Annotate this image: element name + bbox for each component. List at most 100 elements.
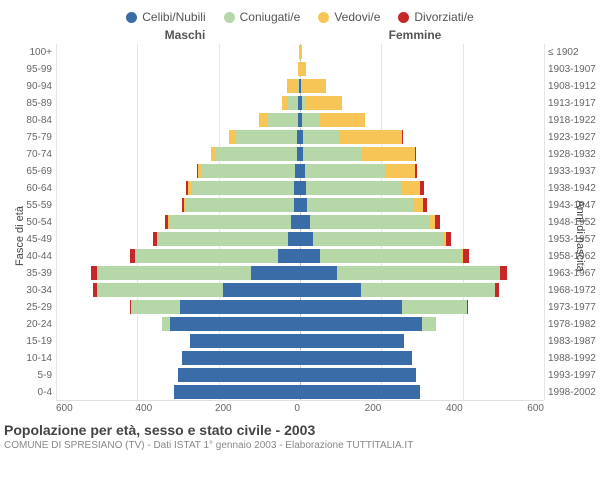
age-label: 35-39: [4, 265, 56, 282]
bar-segment: [415, 164, 417, 178]
bar-segment: [131, 300, 180, 314]
x-tick: 200: [365, 403, 382, 414]
bar-segment: [361, 283, 495, 297]
column-headers: Maschi Femmine: [0, 28, 600, 44]
bar-segment: [300, 334, 404, 348]
table-row: [56, 298, 544, 315]
age-label: 10-14: [4, 350, 56, 367]
bar-segment: [135, 249, 277, 263]
bar-segment: [97, 266, 252, 280]
bar-segment: [191, 181, 295, 195]
age-label: 5-9: [4, 367, 56, 384]
bar-segment: [202, 164, 296, 178]
bar-segment: [169, 215, 291, 229]
bar-segment: [229, 130, 236, 144]
table-row: [56, 383, 544, 400]
bar-segment: [435, 215, 440, 229]
age-label: 95-99: [4, 61, 56, 78]
table-row: [56, 180, 544, 197]
x-tick: 200: [215, 403, 232, 414]
table-row: [56, 44, 544, 61]
bar-segment: [251, 266, 300, 280]
bar-segment: [97, 283, 223, 297]
x-axis: 6004002000 200400600: [0, 401, 600, 414]
bar-segment: [319, 113, 366, 127]
age-label: 80-84: [4, 112, 56, 129]
age-label: 25-29: [4, 299, 56, 316]
table-row: [56, 315, 544, 332]
age-label: 70-74: [4, 146, 56, 163]
bar-segment: [362, 147, 415, 161]
y-axis-title-right: Anni di nascita: [574, 200, 586, 272]
birth-label: 1978-1982: [544, 316, 596, 333]
bar-segment: [259, 113, 267, 127]
age-label: 55-59: [4, 197, 56, 214]
table-row: [56, 349, 544, 366]
birth-label: ≤ 1902: [544, 44, 596, 61]
birth-label: 1918-1922: [544, 112, 596, 129]
bar-segment: [422, 317, 436, 331]
bar-segment: [300, 385, 420, 399]
chart-area: 100+95-9990-9485-8980-8475-7970-7465-696…: [0, 44, 600, 401]
table-row: [56, 129, 544, 146]
birth-label: 1928-1932: [544, 146, 596, 163]
bar-segment: [303, 130, 340, 144]
legend-label: Celibi/Nubili: [142, 10, 205, 24]
bar-segment: [446, 232, 452, 246]
bar-segment: [287, 79, 297, 93]
bar-segment: [190, 334, 300, 348]
bar-segment: [180, 300, 300, 314]
table-row: [56, 95, 544, 112]
birth-label: 1988-1992: [544, 350, 596, 367]
chart-subtitle: COMUNE DI SPRESIANO (TV) - Dati ISTAT 1°…: [0, 440, 600, 451]
bar-segment: [288, 96, 298, 110]
bar-segment: [500, 266, 507, 280]
legend-label: Vedovi/e: [334, 10, 380, 24]
x-tick: 400: [446, 403, 463, 414]
table-row: [56, 146, 544, 163]
legend-item: Vedovi/e: [318, 10, 380, 24]
age-label: 30-34: [4, 282, 56, 299]
bar-segment: [300, 249, 320, 263]
age-label: 75-79: [4, 129, 56, 146]
table-row: [56, 264, 544, 281]
x-tick: 600: [56, 403, 73, 414]
bar-segment: [223, 283, 300, 297]
bar-segment: [300, 266, 337, 280]
birth-label: 1973-1977: [544, 299, 596, 316]
bar-segment: [402, 130, 403, 144]
header-female: Femmine: [300, 28, 530, 42]
birth-label: 1943-1947: [544, 197, 596, 214]
birth-label: 1908-1912: [544, 78, 596, 95]
table-row: [56, 230, 544, 247]
age-label: 15-19: [4, 333, 56, 350]
bar-segment: [278, 249, 300, 263]
bar-segment: [386, 164, 414, 178]
x-tick: 600: [527, 403, 544, 414]
bar-segment: [300, 300, 402, 314]
birth-label: 1903-1907: [544, 61, 596, 78]
bar-segment: [467, 300, 469, 314]
bar-segment: [303, 147, 362, 161]
header-male: Maschi: [70, 28, 300, 42]
birth-label: 1938-1942: [544, 180, 596, 197]
age-label: 50-54: [4, 214, 56, 231]
birth-label: 1933-1937: [544, 163, 596, 180]
bar-segment: [305, 96, 342, 110]
legend-swatch: [126, 12, 137, 23]
bar-segment: [313, 232, 443, 246]
bar-segment: [420, 181, 424, 195]
bar-segment: [186, 198, 294, 212]
bar-segment: [300, 317, 422, 331]
bar-segment: [291, 215, 300, 229]
table-row: [56, 112, 544, 129]
bar-segment: [402, 300, 467, 314]
age-label: 60-64: [4, 180, 56, 197]
bar-segment: [463, 249, 469, 263]
table-row: [56, 78, 544, 95]
legend-swatch: [224, 12, 235, 23]
table-row: [56, 214, 544, 231]
bar-segment: [305, 164, 386, 178]
legend-label: Divorziati/e: [414, 10, 473, 24]
bar-segment: [288, 232, 300, 246]
